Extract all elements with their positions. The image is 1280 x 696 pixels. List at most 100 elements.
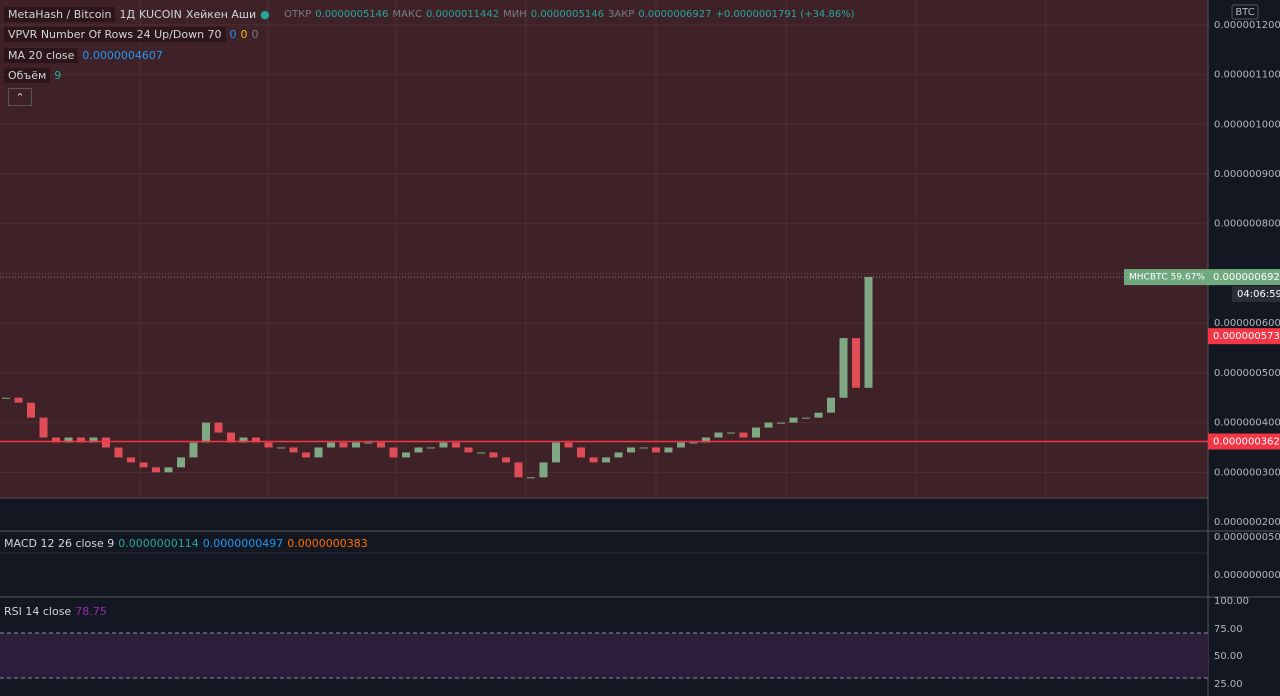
candle (102, 437, 110, 448)
candle (452, 442, 460, 448)
macd-tick: 0.0000000000 (1214, 570, 1280, 581)
candle (789, 417, 798, 423)
candle (27, 402, 35, 418)
y-tick-label: 0.0000003000 (1214, 467, 1280, 478)
candle (727, 432, 735, 434)
collapse-button[interactable]: ⌃ (8, 88, 32, 106)
candle (189, 442, 198, 458)
candle (314, 447, 323, 458)
change: +0.0000001791 (+34.86%) (715, 9, 855, 20)
candle (164, 467, 173, 473)
macd-name: MACD 12 26 close 9 (4, 537, 115, 550)
candle (852, 338, 860, 388)
countdown: 04:06:59 (1237, 289, 1280, 300)
candle (502, 457, 510, 463)
candle (614, 452, 623, 458)
price-line-label: 0.0000003620 (1213, 437, 1280, 448)
macd-value: 0.0000000114 (118, 537, 199, 550)
currency-box (1231, 4, 1259, 20)
last-price-label: 0.0000006927 (1213, 272, 1280, 283)
ma-legend: MA 20 close 0.0000004607 (4, 48, 163, 63)
ohlc-label: ОТКР (284, 9, 312, 20)
macd-value: 0.0000000383 (287, 537, 368, 550)
candle (627, 447, 635, 453)
ohlc-value: 0.0000006927 (638, 9, 712, 20)
rsi-legend: RSI 14 close 78.75 (4, 605, 107, 618)
rsi-tick: 25.00 (1214, 679, 1243, 690)
candle (402, 452, 410, 458)
candle (677, 442, 685, 448)
vpvr-value: 0 (251, 28, 259, 41)
y-tick-label: 0.0000009000 (1214, 169, 1280, 180)
candle (352, 442, 360, 448)
countdown-bg (1232, 286, 1280, 303)
ohlc-value: 0.0000005146 (530, 9, 604, 20)
vpvr-name: VPVR Number Of Rows 24 Up/Down 70 (4, 27, 226, 42)
y-tick-label: 0.0000010000 (1214, 119, 1280, 130)
macd-legend: MACD 12 26 close 9 0.0000000114 0.000000… (4, 537, 368, 550)
symbol: MetaHash / Bitcoin (4, 7, 116, 22)
candle (739, 432, 748, 438)
ohlc-value: 0.0000005146 (315, 9, 389, 20)
y-tick-label: 0.0000006000 (1214, 318, 1280, 329)
exchange: KUCOIN (139, 8, 182, 21)
candle (752, 427, 760, 438)
macd-value: 0.0000000497 (202, 537, 284, 550)
candle (39, 417, 48, 438)
candle (777, 422, 785, 424)
rsi-tick: 100.00 (1214, 596, 1249, 607)
price-pane (0, 0, 1208, 498)
candle (564, 442, 573, 448)
candle (839, 338, 848, 398)
volume-legend: Объём 9 (4, 68, 61, 83)
candle (202, 422, 210, 443)
volume-pane (0, 498, 1208, 530)
candle (277, 447, 285, 449)
currency: BTC (1235, 7, 1254, 18)
ohlc-label: ЗАКР (607, 9, 635, 20)
candle (814, 412, 823, 418)
candle (539, 462, 548, 478)
candle (177, 457, 185, 468)
candle (139, 462, 148, 468)
macd-tick: 0.0000000500 (1214, 532, 1280, 543)
candle (464, 447, 473, 453)
candle (702, 437, 710, 443)
candle (439, 442, 448, 448)
ohlc-label: МАКС (392, 9, 422, 20)
ma-value: 0.0000004607 (82, 49, 163, 62)
y-tick-label: 0.0000012000 (1214, 20, 1280, 31)
candle (414, 447, 423, 453)
candle (77, 437, 85, 443)
candle (2, 397, 10, 399)
candle (764, 422, 773, 428)
candle (227, 432, 235, 443)
rsi-value: 78.75 (75, 605, 107, 618)
candle (389, 447, 398, 458)
candle (114, 447, 123, 458)
rsi-band (0, 633, 1208, 678)
marker-price-tag (1208, 328, 1280, 345)
y-tick-label: 0.0000011000 (1214, 70, 1280, 81)
candle (714, 432, 723, 438)
candle (827, 397, 835, 413)
candle (89, 437, 98, 443)
candle (214, 422, 223, 433)
ohlc-value: 0.0000011442 (425, 9, 500, 20)
vpvr-value: 0 (240, 28, 248, 41)
y-tick-label: 0.0000002000 (1214, 517, 1280, 528)
ohlc-label: МИН (503, 9, 527, 20)
candle (64, 437, 73, 443)
y-tick-label: 0.0000004000 (1214, 418, 1280, 429)
candle (602, 457, 610, 463)
marker-price-label: 0.0000005739 (1213, 331, 1280, 342)
candle (364, 442, 373, 444)
rsi-tick: 50.00 (1214, 651, 1243, 662)
candle (802, 417, 810, 419)
candle (377, 442, 385, 448)
candle (289, 447, 298, 453)
interval: 1Д (119, 8, 136, 21)
candle (639, 447, 648, 449)
